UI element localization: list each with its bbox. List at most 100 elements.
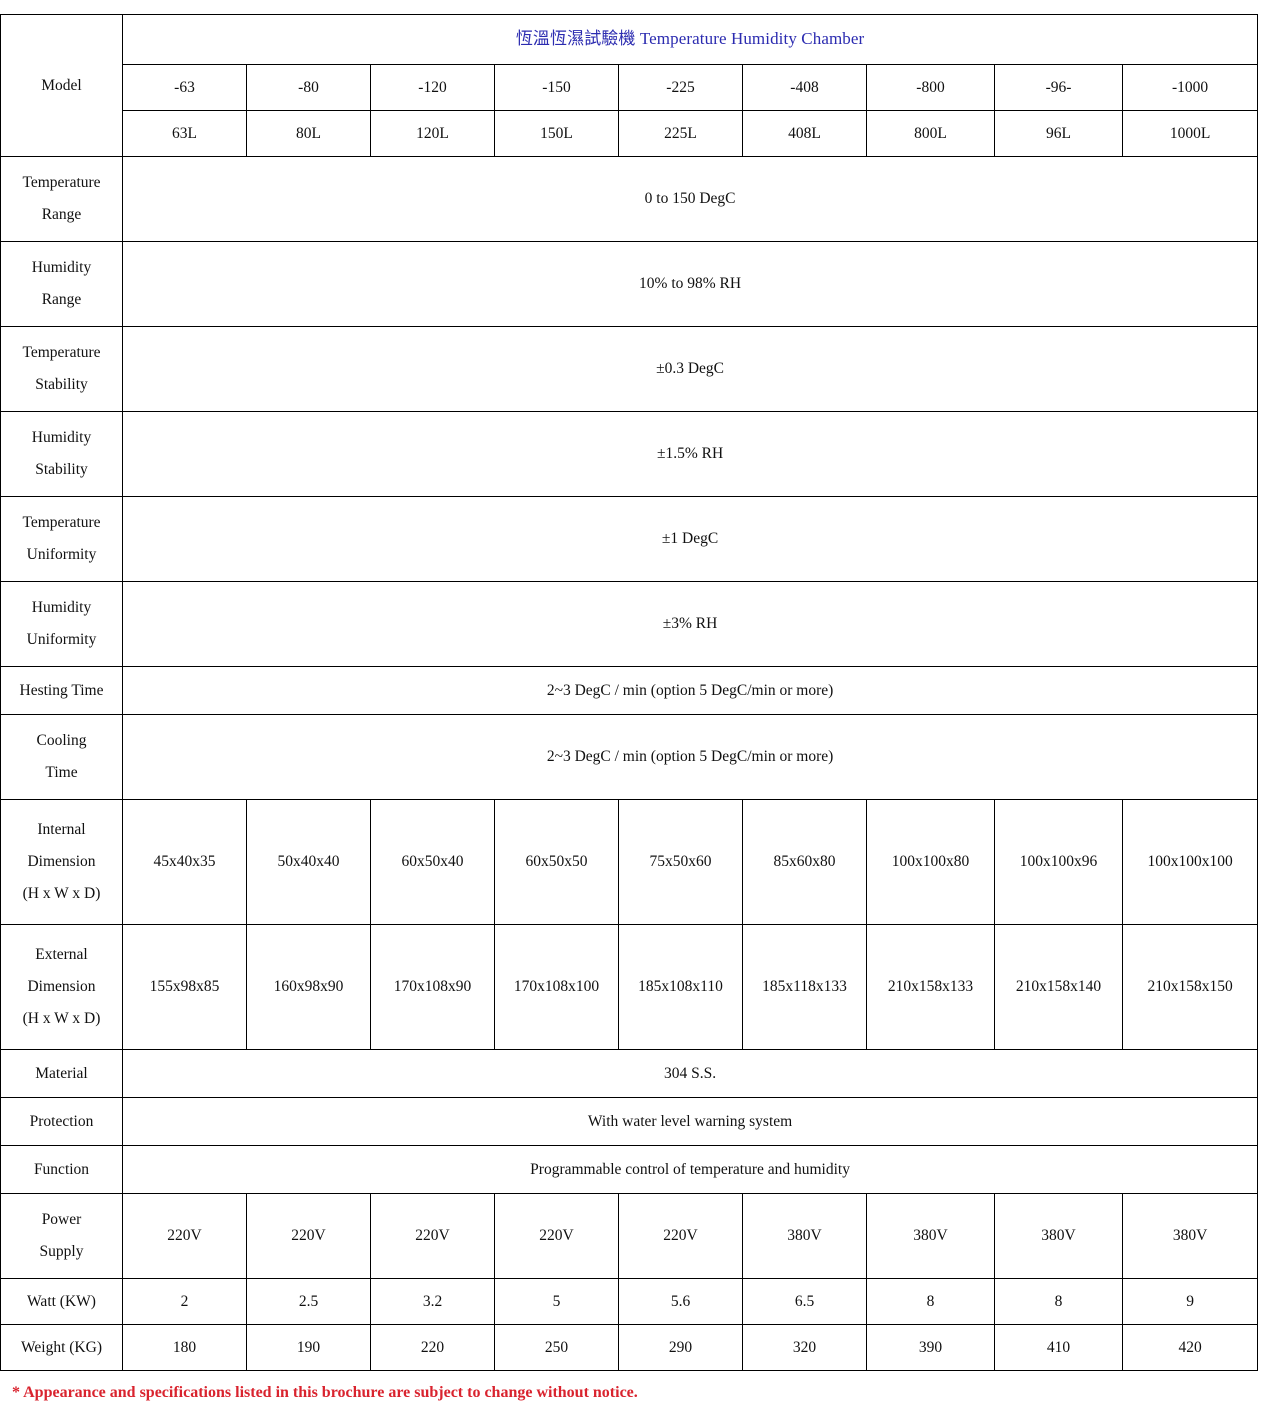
merged-value-cell: 10% to 98% RH [121, 241, 1259, 327]
value-cell: 380V [866, 1193, 995, 1279]
row-label: Cooling Time [0, 714, 123, 800]
row-label-line: Internal [37, 821, 86, 839]
row-label-line: Cooling [36, 732, 87, 750]
value-cell: 9 [1121, 1278, 1259, 1325]
row-label-line: Temperature [22, 514, 101, 532]
row-label-line: Dimension [27, 978, 96, 996]
value-cell: 50x40x40 [246, 799, 371, 925]
table-row: Protection With water level warning syste… [0, 1097, 1259, 1146]
table-body: Model 恆溫恆濕試驗機 Temperature Humidity Chamb… [0, 14, 1259, 157]
row-label-line: (H x W x D) [22, 1009, 101, 1027]
value-cell: 420 [1121, 1324, 1259, 1371]
table-row: Hesting Time 2~3 DegC / min (option 5 Deg… [0, 666, 1259, 715]
value-cell: 100x100x80 [866, 799, 995, 925]
row-label-line: Material [35, 1064, 88, 1082]
row-label: Internal Dimension (H x W x D) [0, 799, 123, 925]
merged-value-cell: 2~3 DegC / min (option 5 DegC/min or mor… [121, 714, 1259, 800]
table-row: Humidity Uniformity ±3% RH [0, 581, 1259, 667]
table-row: Internal Dimension (H x W x D) 45x40x35 50x4… [0, 799, 1259, 925]
table-row: Temperature Range 0 to 150 DegC [0, 156, 1259, 242]
row-label-line: Time [45, 764, 78, 781]
capacity-cell: 225L [618, 110, 743, 157]
value-cell: 100x100x100 [1121, 799, 1259, 925]
merged-value-cell: Programmable control of temperature and … [121, 1145, 1259, 1194]
value-cell: 5 [494, 1278, 619, 1325]
row-label-line: Humidity [31, 259, 92, 277]
header-row-model-codes: -63 -80 -120 -150 -225 -408 -800 -96- -1000 [1, 64, 1259, 111]
capacity-cell: 408L [742, 110, 867, 157]
value-cell: 190 [246, 1324, 371, 1371]
value-cell: 8 [866, 1278, 995, 1325]
merged-value-cell: ±0.3 DegC [121, 326, 1259, 412]
value-cell: 220V [246, 1193, 371, 1279]
row-label-line: Range [41, 206, 82, 223]
value-cell: 220V [618, 1193, 743, 1279]
merged-value-cell: 2~3 DegC / min (option 5 DegC/min or mor… [121, 666, 1259, 715]
header-row-capacities: 63L 80L 120L 150L 225L 408L 800L 96L 1000L [1, 110, 1259, 157]
merged-value-cell: ±1.5% RH [121, 411, 1259, 497]
value-cell: 210x158x150 [1121, 924, 1259, 1050]
table-row: Function Programmable control of temperat… [0, 1145, 1259, 1194]
table-row: Cooling Time 2~3 DegC / min (option 5 DegC… [0, 714, 1259, 800]
row-label-line: Humidity [31, 599, 92, 617]
capacity-cell: 800L [866, 110, 995, 157]
value-cell: 185x118x133 [742, 924, 867, 1050]
capacity-cell: 96L [994, 110, 1123, 157]
value-cell: 45x40x35 [122, 799, 247, 925]
row-label: Humidity Stability [0, 411, 123, 497]
header-row-title: Model 恆溫恆濕試驗機 Temperature Humidity Chamb… [0, 14, 1259, 157]
model-code-cell: -80 [246, 64, 371, 111]
value-cell: 220V [494, 1193, 619, 1279]
row-label: Humidity Uniformity [0, 581, 123, 667]
merged-value-cell: 304 S.S. [121, 1049, 1259, 1098]
value-cell: 320 [742, 1324, 867, 1371]
value-cell: 6.5 [742, 1278, 867, 1325]
row-label-line: External [35, 946, 88, 964]
row-label-line: Watt (KW) [27, 1292, 96, 1310]
row-label: Function [0, 1145, 123, 1194]
row-label: Temperature Range [0, 156, 123, 242]
model-code-cell: -150 [494, 64, 619, 111]
model-code-cell: -96- [994, 64, 1123, 111]
value-cell: 75x50x60 [618, 799, 743, 925]
table-row: External Dimension (H x W x D) 155x98x85 160… [0, 924, 1259, 1050]
value-cell: 160x98x90 [246, 924, 371, 1050]
table-row: Power Supply 220V 220V 220V 220V 220V 380V 380V 3… [0, 1193, 1259, 1279]
spec-rows-body: Temperature Range 0 to 150 DegC Humidity Ran… [0, 156, 1259, 1371]
row-label: Weight (KG) [0, 1324, 123, 1371]
value-cell: 170x108x90 [370, 924, 495, 1050]
value-cell: 5.6 [618, 1278, 743, 1325]
capacity-cell: 150L [494, 110, 619, 157]
value-cell: 410 [994, 1324, 1123, 1371]
value-cell: 60x50x50 [494, 799, 619, 925]
capacity-cell: 80L [246, 110, 371, 157]
merged-value-cell: ±3% RH [121, 581, 1259, 667]
row-label-line: Temperature [22, 174, 101, 192]
value-cell: 2 [122, 1278, 247, 1325]
merged-value-cell: With water level warning system [121, 1097, 1259, 1146]
table-row: Watt (KW) 2 2.5 3.2 5 5.6 6.5 8 8 9 [0, 1278, 1259, 1325]
row-label: Power Supply [0, 1193, 123, 1279]
table-row: Humidity Stability ±1.5% RH [0, 411, 1259, 497]
model-code-cell: -1000 [1121, 64, 1259, 111]
value-cell: 210x158x140 [994, 924, 1123, 1050]
row-label-line: Uniformity [26, 546, 97, 563]
row-label-line: Weight (KG) [21, 1338, 102, 1356]
table-row: Material 304 S.S. [0, 1049, 1259, 1098]
model-code-cell: -800 [866, 64, 995, 111]
row-label-line: Function [33, 1160, 90, 1178]
row-label-model: Model [0, 14, 123, 157]
merged-value-cell: 0 to 150 DegC [121, 156, 1259, 242]
row-label: Watt (KW) [0, 1278, 123, 1325]
model-code-cell: -120 [370, 64, 495, 111]
value-cell: 220V [122, 1193, 247, 1279]
row-label-line: Dimension [27, 853, 96, 871]
row-label: Material [0, 1049, 123, 1098]
value-cell: 100x100x96 [994, 799, 1123, 925]
value-cell: 290 [618, 1324, 743, 1371]
row-label-line: Range [41, 291, 82, 308]
value-cell: 185x108x110 [618, 924, 743, 1050]
value-cell: 8 [994, 1278, 1123, 1325]
row-label-line: Supply [39, 1243, 84, 1260]
